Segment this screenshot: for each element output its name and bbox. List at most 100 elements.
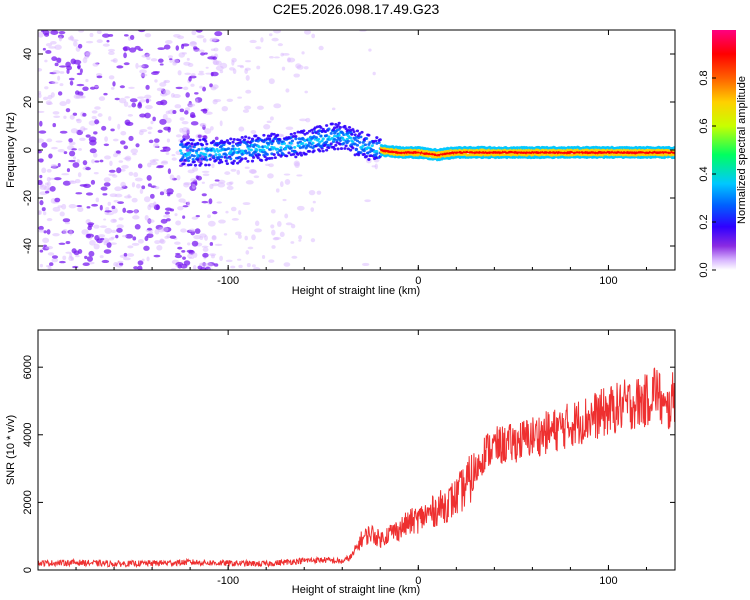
heatmap-cell <box>99 204 103 211</box>
heatmap-ridge-cell <box>374 154 378 158</box>
heatmap-cell <box>120 140 126 145</box>
heatmap-cell <box>201 200 209 204</box>
heatmap-cell <box>268 56 274 59</box>
heatmap-ridge-cell <box>333 134 337 138</box>
heatmap-cell <box>188 228 196 233</box>
heatmap-cell <box>45 245 54 250</box>
heatmap-cell <box>141 185 146 190</box>
heatmap-ridge-cell <box>247 136 251 140</box>
heatmap-cell <box>202 247 209 252</box>
heatmap-cell <box>152 158 159 162</box>
heatmap-ridge-cell <box>350 132 354 136</box>
heatmap-cell <box>79 68 83 74</box>
heatmap-ridge-cell <box>217 153 222 157</box>
heatmap-cell <box>144 214 149 221</box>
heatmap-ridge-cell <box>188 145 192 148</box>
heatmap-cell <box>283 262 291 267</box>
heatmap-cell <box>250 129 257 134</box>
heatmap-cell <box>236 169 241 175</box>
heatmap-cell <box>122 257 131 261</box>
heatmap-cell <box>63 115 67 119</box>
heatmap-cell <box>47 94 53 100</box>
heatmap-cell <box>154 79 158 83</box>
heatmap-ridge-cell <box>204 139 208 143</box>
heatmap-cell <box>182 215 186 219</box>
heatmap-cell <box>103 143 110 147</box>
heatmap-cell <box>237 234 242 239</box>
figure-title: C2E5.2026.098.17.49.G23 <box>273 1 440 17</box>
y-tick-label: 6000 <box>22 355 34 379</box>
heatmap-cell <box>88 250 95 257</box>
heatmap-cell <box>123 62 130 66</box>
heatmap-ridge-cell <box>231 140 235 144</box>
heatmap-cell <box>47 252 55 256</box>
heatmap-cell <box>169 208 175 212</box>
heatmap-cell <box>160 218 168 224</box>
y-tick-label: 40 <box>22 48 34 60</box>
heatmap-cell <box>254 228 262 233</box>
heatmap-cell <box>38 31 44 38</box>
heatmap-cell <box>72 265 79 269</box>
heatmap-cell <box>245 180 254 185</box>
heatmap-cell <box>133 172 139 178</box>
heatmap-ridge-cell <box>263 155 267 159</box>
heatmap-cell <box>225 259 233 263</box>
colorbar: 0.0 0.2 0.4 0.6 0.8 Normalized spectral ampl… <box>698 30 748 278</box>
heatmap-cell <box>75 254 80 258</box>
heatmap-ridge-cell <box>265 146 269 150</box>
heatmap-ridge-cell <box>318 140 322 144</box>
heatmap-cell <box>80 95 86 99</box>
heatmap-cell <box>209 183 214 190</box>
heatmap-cell <box>46 218 53 222</box>
heatmap-cell <box>38 229 45 233</box>
heatmap-cell <box>46 168 52 173</box>
heatmap-ridge-cell <box>337 133 341 137</box>
heatmap-ridge-cell <box>346 139 350 143</box>
heatmap-cell <box>86 206 91 209</box>
heatmap-cell <box>282 198 287 202</box>
heatmap-cell <box>107 201 112 206</box>
heatmap-cell <box>162 113 168 120</box>
heatmap-cell <box>82 160 88 166</box>
heatmap-cell <box>38 90 42 95</box>
heatmap-cell <box>82 86 89 92</box>
heatmap-ridge-cell <box>272 146 276 150</box>
heatmap-ridge-cell <box>255 148 259 152</box>
heatmap-cell <box>121 164 129 169</box>
heatmap-ridge-cell <box>293 145 297 149</box>
heatmap-cell <box>57 205 63 208</box>
heatmap-cell <box>197 72 205 76</box>
heatmap-cell <box>245 74 250 81</box>
spectrogram-axes: -100 0 100 -40 -20 0 20 40 <box>22 30 675 287</box>
heatmap-cell <box>311 33 316 39</box>
heatmap-cell <box>146 219 155 224</box>
heatmap-cell <box>101 125 107 131</box>
heatmap-cell <box>184 72 192 75</box>
heatmap-cell <box>106 212 114 216</box>
heatmap-cell <box>175 86 183 90</box>
heatmap-cell <box>167 168 172 175</box>
heatmap-cell <box>111 229 117 233</box>
heatmap-cell <box>235 231 242 236</box>
heatmap-cell <box>51 56 58 62</box>
heatmap-cell <box>46 181 51 187</box>
heatmap-cell <box>266 120 272 124</box>
heatmap-cell <box>174 213 178 217</box>
heatmap-ridge-cell <box>294 137 298 141</box>
heatmap-cell <box>74 178 81 184</box>
heatmap-cell <box>69 252 73 259</box>
heatmap-cell <box>41 167 47 174</box>
heatmap-ridge-cell <box>319 134 323 138</box>
heatmap-cell <box>115 234 119 239</box>
heatmap-ridge-cell <box>285 154 289 158</box>
heatmap-ridge-cell <box>189 163 193 167</box>
heatmap-cell <box>39 200 44 206</box>
heatmap-cell <box>38 179 43 186</box>
heatmap-cell <box>82 262 90 267</box>
heatmap-cell <box>87 222 95 226</box>
heatmap-cell <box>85 167 91 171</box>
heatmap-ridge-cell <box>338 125 342 129</box>
heatmap-cell <box>199 233 207 238</box>
heatmap-ridge-cell <box>186 153 191 157</box>
heatmap-ridge-cell <box>244 149 248 153</box>
